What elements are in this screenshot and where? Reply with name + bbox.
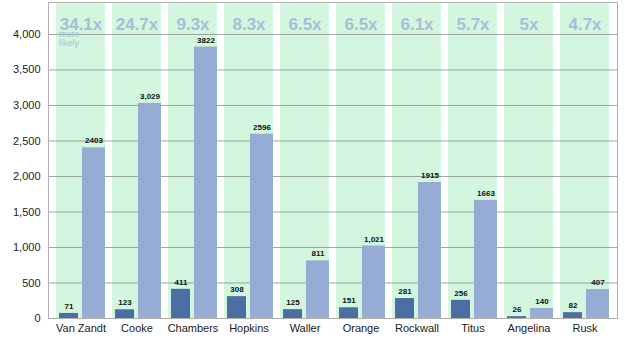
svg-text:123: 123 [118,298,132,307]
svg-text:Rockwall: Rockwall [395,322,439,334]
svg-text:5x: 5x [520,15,539,34]
svg-text:26: 26 [513,305,522,314]
svg-text:Angelina: Angelina [508,322,552,334]
svg-text:0: 0 [34,312,40,324]
svg-text:1,000: 1,000 [13,241,41,253]
svg-text:6.5x: 6.5x [288,15,322,34]
svg-text:Rusk: Rusk [572,322,598,334]
svg-text:6.5x: 6.5x [344,15,378,34]
svg-text:2596: 2596 [253,123,271,132]
svg-text:Hopkins: Hopkins [229,322,269,334]
svg-text:Orange: Orange [343,322,380,334]
svg-text:308: 308 [230,285,244,294]
svg-text:151: 151 [342,296,356,305]
svg-text:3,500: 3,500 [13,63,41,75]
svg-text:2,000: 2,000 [13,170,41,182]
svg-text:Waller: Waller [290,322,321,334]
svg-text:256: 256 [454,289,468,298]
svg-text:2,500: 2,500 [13,134,41,146]
svg-text:9.3x: 9.3x [176,15,210,34]
svg-text:281: 281 [398,287,412,296]
svg-text:2403: 2403 [85,136,103,145]
svg-text:24.7x: 24.7x [116,15,159,34]
svg-text:4,000: 4,000 [13,28,41,40]
svg-text:1915: 1915 [421,171,439,180]
svg-text:3,000: 3,000 [13,99,41,111]
svg-text:Van Zandt: Van Zandt [56,322,106,334]
svg-text:140: 140 [535,297,549,306]
svg-text:Cooke: Cooke [121,322,153,334]
svg-text:5.7x: 5.7x [456,15,490,34]
svg-text:1663: 1663 [477,189,495,198]
svg-text:1,500: 1,500 [13,206,41,218]
svg-text:6.1x: 6.1x [400,15,434,34]
svg-text:3,029: 3,029 [140,92,161,101]
svg-text:morelikely: morelikely [59,29,80,48]
svg-text:411: 411 [175,278,188,287]
svg-text:1,021: 1,021 [364,235,385,244]
svg-text:82: 82 [569,301,578,310]
svg-text:8.3x: 8.3x [232,15,266,34]
svg-text:34.1x: 34.1x [59,14,103,34]
svg-text:407: 407 [591,278,605,287]
svg-text:125: 125 [286,298,300,307]
svg-text:Chambers: Chambers [168,322,219,334]
svg-text:811: 811 [312,249,325,258]
svg-text:3822: 3822 [197,36,215,45]
svg-text:4.7x: 4.7x [568,15,602,34]
svg-text:71: 71 [65,302,74,311]
svg-text:500: 500 [22,277,40,289]
svg-text:Titus: Titus [461,322,485,334]
